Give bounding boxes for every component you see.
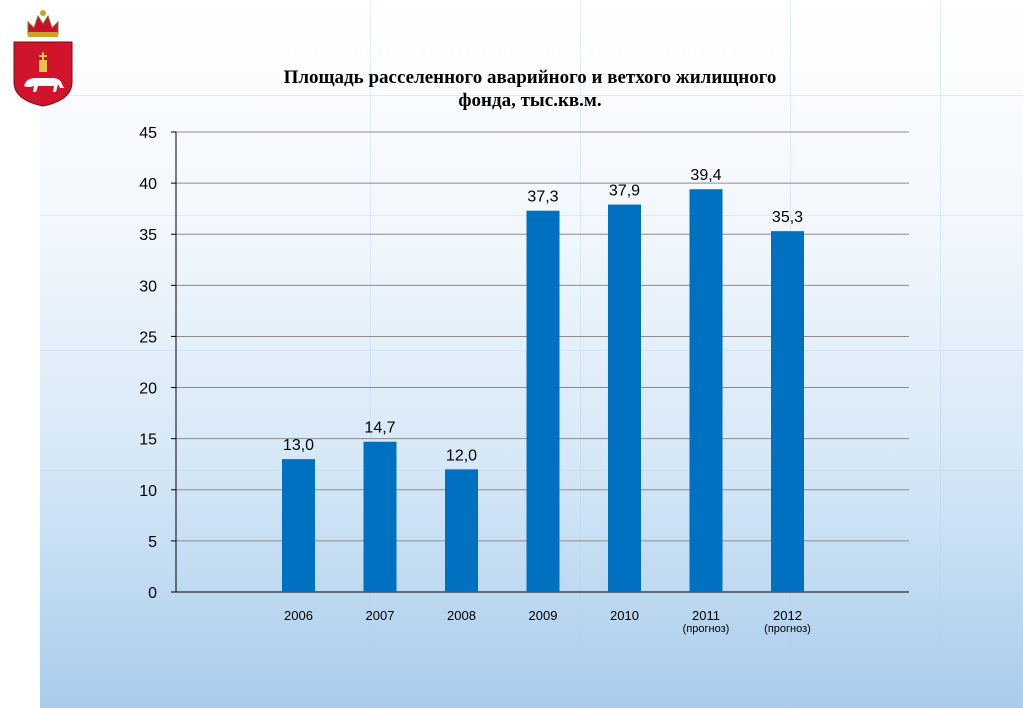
x-tick-label: 2011 bbox=[692, 608, 720, 623]
y-tick-label: 15 bbox=[139, 432, 157, 449]
label-layer: 0 5 10 15 20 25 30 35 40 45 13,0 2006 14,7 2007 12,0 20… bbox=[139, 125, 811, 635]
data-label: 14,7 bbox=[364, 420, 395, 437]
x-tick-label: 2009 bbox=[529, 608, 558, 623]
data-label: 13,0 bbox=[283, 437, 314, 454]
y-tick-label: 10 bbox=[139, 483, 157, 500]
data-label: 39,4 bbox=[690, 167, 721, 184]
y-tick-label: 45 bbox=[139, 125, 157, 142]
bar-layer bbox=[282, 189, 804, 593]
x-tick-label: 2012 bbox=[773, 608, 802, 623]
y-tick-label: 35 bbox=[139, 227, 157, 244]
bar bbox=[526, 210, 560, 592]
data-label: 37,9 bbox=[609, 183, 640, 200]
y-tick-label: 30 bbox=[139, 278, 157, 295]
chart-title-line2: фонда, тыс.кв.м. bbox=[458, 90, 602, 111]
y-tick-label: 0 bbox=[148, 585, 157, 602]
bar bbox=[282, 459, 315, 592]
bar bbox=[771, 231, 804, 592]
x-tick-label: (прогноз) bbox=[683, 623, 730, 635]
bar bbox=[689, 189, 723, 592]
x-tick-label: 2006 bbox=[284, 608, 313, 623]
data-label: 12,0 bbox=[446, 447, 477, 464]
bar bbox=[445, 469, 478, 592]
bar bbox=[608, 204, 641, 593]
chart-title: Площадь расселенного аварийного и ветхог… bbox=[150, 66, 910, 112]
y-tick-label: 25 bbox=[139, 329, 157, 346]
y-tick-label: 40 bbox=[139, 176, 157, 193]
chart-title-line1: Площадь расселенного аварийного и ветхог… bbox=[283, 67, 777, 88]
coat-of-arms-icon bbox=[13, 10, 73, 107]
data-label: 35,3 bbox=[772, 209, 803, 226]
x-tick-label: 2007 bbox=[366, 608, 395, 623]
header-banner: ОСУЩЕСТВЛЕНИЕ КАПИТАЛЬНОГО РЕМОНТА МНОГО… bbox=[290, 46, 787, 61]
y-tick-label: 5 bbox=[148, 534, 157, 551]
x-tick-label: (прогноз) bbox=[764, 623, 811, 635]
x-tick-label: 2010 bbox=[610, 608, 639, 623]
bar bbox=[363, 441, 397, 592]
y-tick-label: 20 bbox=[139, 381, 157, 398]
data-label: 37,3 bbox=[527, 189, 558, 206]
x-tick-label: 2008 bbox=[447, 608, 476, 623]
